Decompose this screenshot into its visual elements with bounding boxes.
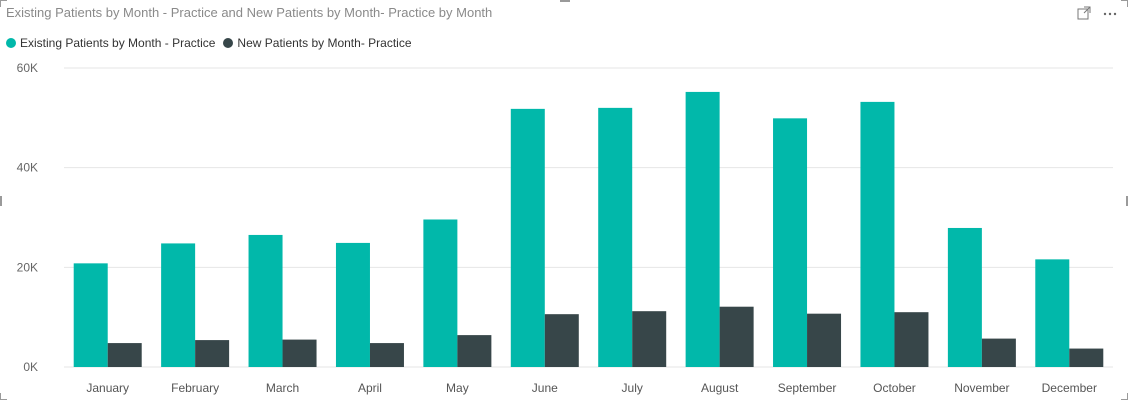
legend-label: New Patients by Month- Practice xyxy=(237,36,412,50)
resize-handle-top[interactable] xyxy=(560,0,570,2)
bar-new-patients xyxy=(369,343,404,367)
bar-new-patients xyxy=(1069,348,1104,367)
more-options-icon[interactable] xyxy=(1102,5,1118,21)
legend-item-existing[interactable]: Existing Patients by Month - Practice xyxy=(6,36,215,50)
chart-legend: Existing Patients by Month - Practice Ne… xyxy=(6,36,412,50)
bar-existing-patients xyxy=(510,108,545,367)
y-tick-label: 60K xyxy=(17,61,38,75)
chart-title: Existing Patients by Month - Practice an… xyxy=(6,5,493,20)
bar-new-patients xyxy=(195,340,230,367)
bar-existing-patients xyxy=(73,263,108,367)
x-tick-label: March xyxy=(266,381,299,395)
x-tick-label: April xyxy=(358,381,382,395)
bar-new-patients xyxy=(282,339,317,367)
x-tick-label: January xyxy=(86,381,129,395)
bar-existing-patients xyxy=(947,227,982,367)
x-tick-label: August xyxy=(701,381,739,395)
y-tick-label: 20K xyxy=(17,260,38,274)
x-tick-label: December xyxy=(1042,381,1097,395)
legend-label: Existing Patients by Month - Practice xyxy=(20,36,216,50)
focus-mode-icon[interactable] xyxy=(1076,5,1092,21)
bar-new-patients xyxy=(544,314,579,367)
y-tick-label: 40K xyxy=(17,161,38,175)
visual-corner xyxy=(0,0,7,7)
bar-new-patients xyxy=(807,313,842,367)
x-tick-label: February xyxy=(171,381,219,395)
bar-new-patients xyxy=(632,311,667,367)
legend-marker xyxy=(6,38,16,48)
bar-new-patients xyxy=(981,338,1016,367)
x-tick-label: June xyxy=(532,381,558,395)
x-tick-label: September xyxy=(778,381,837,395)
bar-existing-patients xyxy=(685,91,720,368)
bar-existing-patients xyxy=(423,219,458,367)
bar-new-patients xyxy=(107,343,142,367)
x-tick-label: May xyxy=(446,381,469,395)
resize-handle-left[interactable] xyxy=(0,196,2,206)
bar-existing-patients xyxy=(161,243,196,367)
bar-existing-patients xyxy=(860,101,895,368)
legend-marker xyxy=(223,38,234,48)
bar-existing-patients xyxy=(248,234,283,367)
bar-existing-patients xyxy=(335,242,370,367)
x-tick-label: October xyxy=(873,381,916,395)
y-tick-label: 0K xyxy=(23,360,38,374)
bar-new-patients xyxy=(719,306,754,367)
bar-existing-patients xyxy=(773,118,808,367)
bar-new-patients xyxy=(894,312,929,367)
bar-new-patients xyxy=(457,335,492,367)
resize-handle-right[interactable] xyxy=(1126,196,1128,206)
x-tick-label: July xyxy=(622,381,643,395)
legend-item-new[interactable]: New Patients by Month- Practice xyxy=(223,36,412,50)
visual-header-icons xyxy=(1076,5,1118,21)
x-tick-label: November xyxy=(954,381,1009,395)
bar-existing-patients xyxy=(1035,259,1070,367)
bar-existing-patients xyxy=(598,107,633,367)
